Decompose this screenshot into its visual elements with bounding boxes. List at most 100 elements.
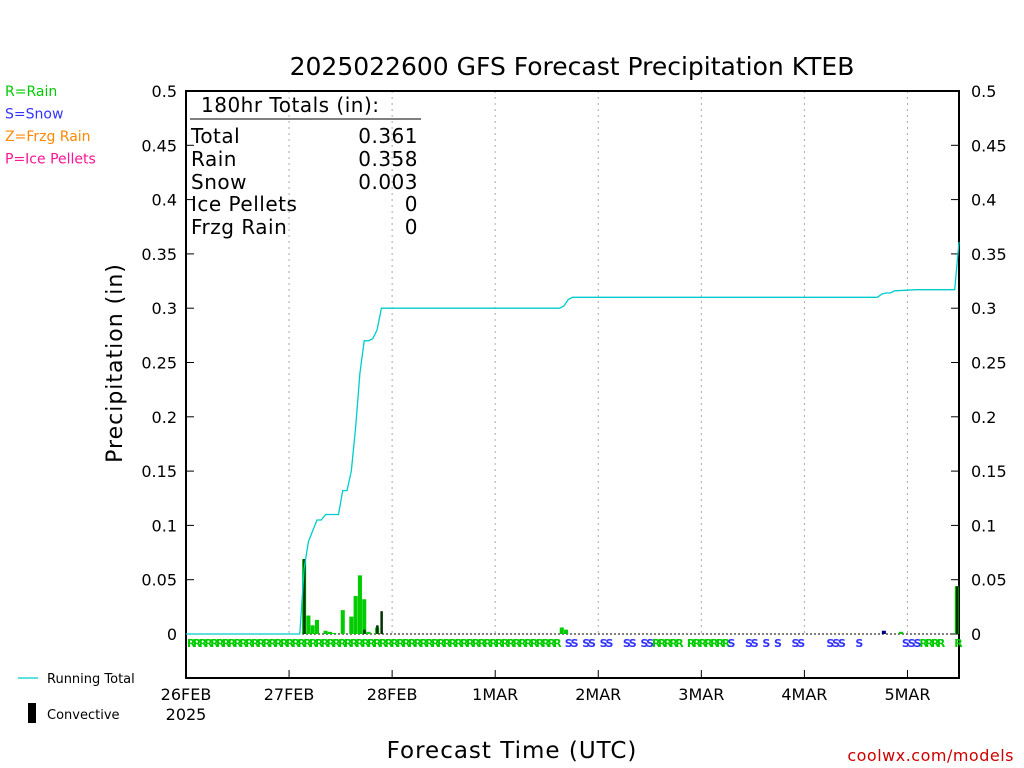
x-tick-sublabel: 2025 [166, 705, 207, 724]
precip-bar [327, 631, 332, 634]
precip-type-letter: S [774, 637, 782, 650]
y-tick-label-right: 0 [971, 625, 981, 644]
precip-type-letter: S [832, 637, 840, 650]
precip-bar [898, 631, 904, 634]
precip-type-letter: R [669, 637, 678, 650]
precip-type-letter: S [728, 637, 736, 650]
totals-value-frzg-rain: 0 [405, 215, 418, 239]
y-axis-left: 0 0.05 0.1 0.15 0.2 0.25 0.3 0.35 0.4 0.45 0.5 [141, 82, 194, 644]
precip-type-letter: R [507, 637, 516, 650]
precip-type-letter: S [600, 637, 608, 650]
precip-bar [314, 619, 320, 634]
precip-type-row: RRRRRRRRRRRRRRRRRRRRRRRRRRRRRRRRRRRRRRRR… [187, 637, 963, 650]
precip-type-letter: R [402, 637, 411, 650]
precip-type-letter: S [571, 637, 579, 650]
precip-type-letter: S [605, 637, 613, 650]
precip-type-letter: R [385, 637, 394, 650]
precip-type-letter: R [518, 637, 527, 650]
precip-bar [310, 625, 315, 634]
precip-type-letter: R [361, 637, 370, 650]
precip-type-letter: R [315, 637, 324, 650]
convective-bar [303, 559, 306, 634]
precip-type-letter: R [937, 637, 946, 650]
precip-type-letter: S [855, 637, 863, 650]
precip-type-letter: R [390, 637, 399, 650]
precip-type-letter: S [582, 637, 590, 650]
precip-type-letter: R [292, 637, 301, 650]
precip-type-letter: R [367, 637, 376, 650]
precip-type-letter: R [228, 637, 237, 650]
precip-bar [366, 631, 371, 634]
y-tick-label-right: 0.5 [971, 82, 996, 101]
precip-bars [302, 559, 959, 634]
precip-type-letter: R [512, 637, 521, 650]
precip-type-letter: R [373, 637, 382, 650]
precip-type-letter: R [687, 637, 696, 650]
totals-label-total: Total [190, 124, 240, 148]
legend-running-total-label: Running Total [47, 672, 135, 687]
credit-link[interactable]: coolwx.com/models [847, 746, 1014, 765]
precip-type-letter: R [664, 637, 673, 650]
x-tick-label: 27FEB [264, 685, 315, 704]
precip-type-letter: R [542, 637, 551, 650]
precip-type-letter: R [332, 637, 341, 650]
y-tick-label: 0.05 [141, 571, 177, 590]
precip-type-letter: R [693, 637, 702, 650]
y-tick-label-right: 0.35 [971, 245, 1007, 264]
precip-type-letter: R [553, 637, 562, 650]
precip-type-letter: R [193, 637, 202, 650]
precip-type-letter: R [449, 637, 458, 650]
precip-type-letter: R [698, 637, 707, 650]
precip-bar [559, 627, 564, 634]
totals-label-frzg-rain: Frzg Rain [191, 215, 287, 239]
precip-type-letter: R [297, 637, 306, 650]
key-item: R=Rain [5, 84, 57, 100]
x-tick-label: 4MAR [781, 685, 827, 704]
precip-type-letter: R [303, 637, 312, 650]
y-tick-label-right: 0.4 [971, 191, 996, 210]
convective-bar [376, 625, 379, 634]
y-tick-label-right: 0.2 [971, 408, 996, 427]
totals-label-rain: Rain [191, 147, 237, 171]
precip-type-letter: R [472, 637, 481, 650]
precip-type-letter: R [478, 637, 487, 650]
precip-type-letter: S [745, 637, 753, 650]
precip-type-letter: R [268, 637, 277, 650]
precip-type-key: R=Rain S=Snow Z=Frzg Rain P=Ice Pellets [5, 84, 96, 168]
precip-type-letter: R [396, 637, 405, 650]
x-tick-label: 3MAR [678, 685, 724, 704]
key-item: P=Ice Pellets [5, 152, 96, 168]
precip-type-letter: R [710, 637, 719, 650]
x-tick-label: 28FEB [367, 685, 418, 704]
x-axis-label: Forecast Time (UTC) [387, 738, 638, 764]
x-tick-label: 5MAR [884, 685, 930, 704]
precip-type-letter: R [425, 637, 434, 650]
totals-value-total: 0.361 [358, 124, 418, 148]
precip-bar [353, 595, 358, 634]
precip-bar [349, 616, 354, 634]
convective-bar [363, 629, 366, 634]
totals-label-ice-pellets: Ice Pellets [191, 192, 297, 216]
precip-type-letter: R [239, 637, 248, 650]
y-tick-label-right: 0.3 [971, 299, 996, 318]
y-tick-label-right: 0.25 [971, 354, 1007, 373]
precip-type-letter: R [954, 637, 963, 650]
precip-type-letter: S [565, 637, 573, 650]
totals-value-ice-pellets: 0 [405, 192, 418, 216]
key-item: Z=Frzg Rain [5, 129, 91, 145]
precip-type-letter: S [902, 637, 910, 650]
precip-type-letter: R [245, 637, 254, 650]
x-tick-label: 1MAR [472, 685, 518, 704]
chart-title: 2025022600 GFS Forecast Precipitation KT… [290, 52, 855, 81]
running-total-line [186, 241, 960, 635]
precip-type-letter: R [286, 637, 295, 650]
precip-type-letter: R [187, 637, 196, 650]
precip-type-letter: R [652, 637, 661, 650]
precip-type-letter: R [274, 637, 283, 650]
totals-label-snow: Snow [191, 170, 247, 194]
y-tick-label: 0.45 [141, 136, 177, 155]
precip-type-letter: R [431, 637, 440, 650]
precip-bar [306, 615, 311, 634]
